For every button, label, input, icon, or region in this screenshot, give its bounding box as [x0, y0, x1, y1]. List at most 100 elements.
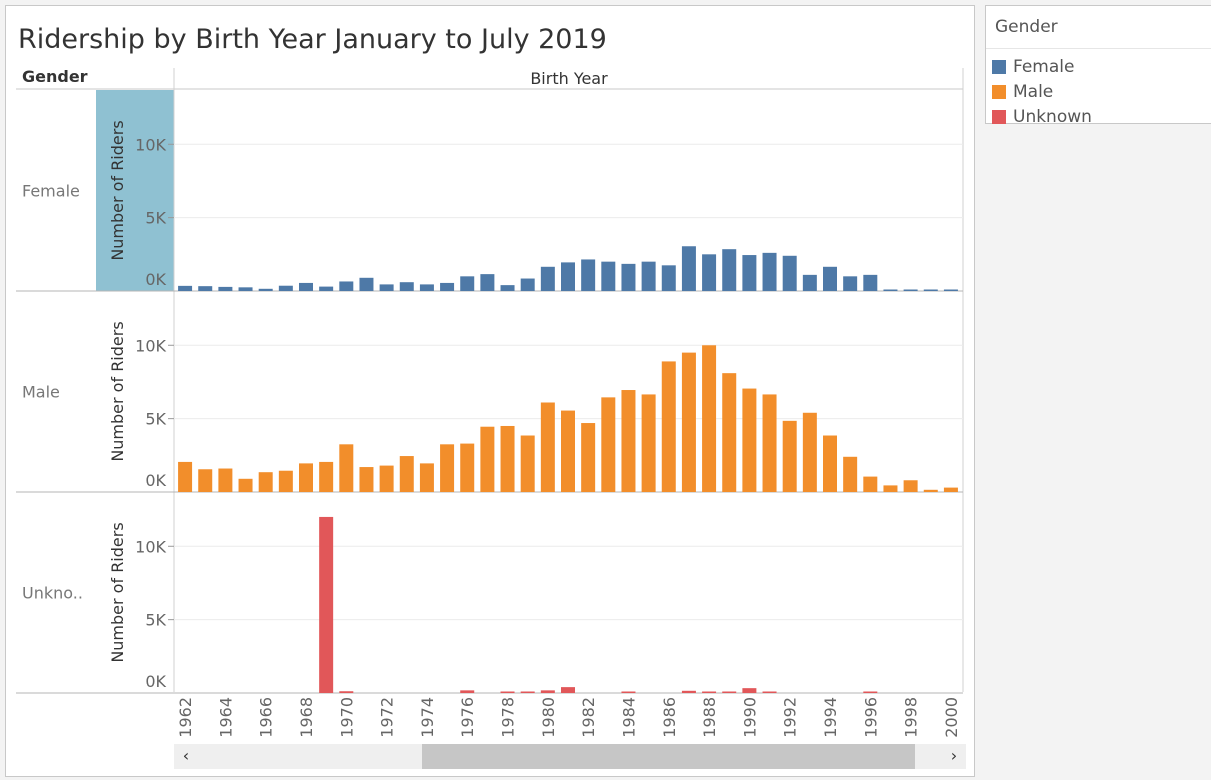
bar-unknown-1991: [762, 691, 777, 693]
legend-swatch-unknown: [992, 110, 1006, 124]
legend-item-female[interactable]: Female: [992, 57, 1211, 77]
x-tick-label: 1972: [378, 697, 397, 738]
bar-female-1968: [299, 282, 313, 291]
bar-male-1967: [278, 470, 293, 492]
bar-female-1967: [278, 285, 293, 291]
bar-female-1989: [722, 249, 737, 291]
bar-unknown-1988: [702, 691, 717, 693]
x-tick-label: 1998: [902, 697, 921, 738]
bar-male-1989: [722, 373, 737, 492]
legend-label-female: Female: [1013, 57, 1075, 77]
y-axis-title: Number of Riders: [108, 120, 127, 260]
bar-male-1990: [742, 388, 757, 492]
scroll-right-icon[interactable]: ›: [950, 746, 958, 765]
scroll-left-icon[interactable]: ‹: [182, 746, 190, 765]
bar-female-1973: [399, 282, 414, 291]
bar-female-1999: [923, 289, 938, 291]
x-tick-label: 1986: [660, 697, 679, 738]
bar-unknown-1980: [540, 690, 555, 693]
x-tick-label: 1966: [257, 697, 276, 738]
row-label-male: Male: [22, 383, 60, 402]
bar-female-1987: [681, 246, 696, 291]
row-header-gender: Gender: [22, 67, 88, 86]
bar-female-1965: [238, 287, 253, 291]
x-tick-label: 1984: [619, 697, 638, 738]
bar-male-1978: [500, 425, 515, 492]
bar-female-1998: [903, 289, 918, 291]
y-tick-label: 10K: [135, 135, 166, 154]
scrollbar-thumb[interactable]: [422, 744, 915, 769]
x-tick-label: 1974: [418, 697, 437, 738]
bar-female-1995: [843, 276, 858, 291]
y-tick-label: 0K: [145, 471, 166, 490]
bar-unknown-1981: [561, 687, 575, 693]
x-tick-label: 1996: [861, 697, 880, 738]
bar-male-1982: [581, 423, 596, 492]
bar-male-1994: [823, 435, 837, 492]
x-tick-label: 2000: [942, 697, 961, 738]
bar-male-1997: [883, 485, 898, 492]
bar-female-1984: [621, 263, 636, 291]
bar-male-1996: [863, 476, 878, 492]
y-tick-label: 10K: [135, 336, 166, 355]
horizontal-scrollbar[interactable]: ‹ ›: [174, 744, 966, 769]
bar-female-1980: [540, 266, 555, 291]
bar-unknown-1996: [863, 691, 878, 693]
x-tick-label: 1976: [458, 697, 477, 738]
x-tick-label: 1994: [821, 697, 840, 738]
x-tick-label: 1978: [499, 697, 518, 738]
bar-male-1963: [198, 469, 213, 492]
bar-female-1969: [319, 286, 334, 291]
bar-male-1973: [399, 456, 414, 492]
row-label-unknown: Unkno..: [22, 584, 83, 603]
x-tick-label: 1962: [176, 697, 195, 738]
bar-male-1998: [903, 480, 918, 492]
x-tick-label: 1982: [579, 697, 598, 738]
bar-unknown-1976: [460, 690, 475, 693]
bar-female-1986: [661, 265, 676, 291]
column-header-birth-year: Birth Year: [530, 69, 608, 88]
bar-male-1983: [601, 397, 616, 492]
bar-female-1990: [742, 255, 757, 291]
bar-female-1971: [359, 277, 374, 291]
bar-female-1974: [419, 284, 434, 291]
x-tick-label: 1992: [781, 697, 800, 738]
bar-female-1963: [198, 286, 213, 291]
bar-female-1996: [863, 274, 878, 291]
highlighted-axis-area: [96, 90, 174, 291]
bar-male-1976: [460, 443, 475, 492]
bar-female-1991: [762, 252, 777, 291]
bar-male-1968: [299, 463, 313, 492]
bar-male-1991: [762, 394, 777, 492]
bar-male-1971: [359, 467, 374, 492]
bar-female-1966: [258, 288, 273, 291]
y-tick-label: 5K: [145, 611, 166, 630]
bar-male-1995: [843, 456, 858, 492]
y-axis-title: Number of Riders: [108, 522, 127, 662]
bar-male-1987: [681, 352, 696, 492]
bar-unknown-1970: [339, 691, 354, 693]
legend-label-unknown: Unknown: [1013, 107, 1092, 127]
bar-female-1962: [178, 285, 193, 291]
bar-female-1976: [460, 276, 475, 291]
legend-label-male: Male: [1013, 82, 1054, 102]
bar-male-1992: [782, 420, 797, 492]
y-tick-label: 0K: [145, 270, 166, 289]
bar-female-1972: [379, 284, 394, 291]
bar-female-1978: [500, 285, 515, 291]
bar-male-1965: [238, 478, 253, 492]
legend-item-unknown[interactable]: Unknown: [992, 107, 1211, 127]
bar-male-2000: [943, 487, 958, 492]
bar-female-1981: [561, 262, 575, 291]
bar-male-1969: [319, 461, 334, 492]
panel-female: 0K 5K 10K Female Number of Riders: [16, 120, 963, 292]
bar-male-1988: [702, 345, 717, 492]
y-tick-label: 5K: [145, 209, 166, 228]
x-tick-label: 1970: [337, 697, 356, 738]
bar-female-1983: [601, 261, 616, 291]
bar-female-2000: [943, 289, 958, 291]
bar-male-1975: [440, 444, 455, 492]
legend-item-male[interactable]: Male: [992, 82, 1211, 102]
panel-male: 0K 5K 10K Male Number of Riders: [16, 321, 963, 493]
